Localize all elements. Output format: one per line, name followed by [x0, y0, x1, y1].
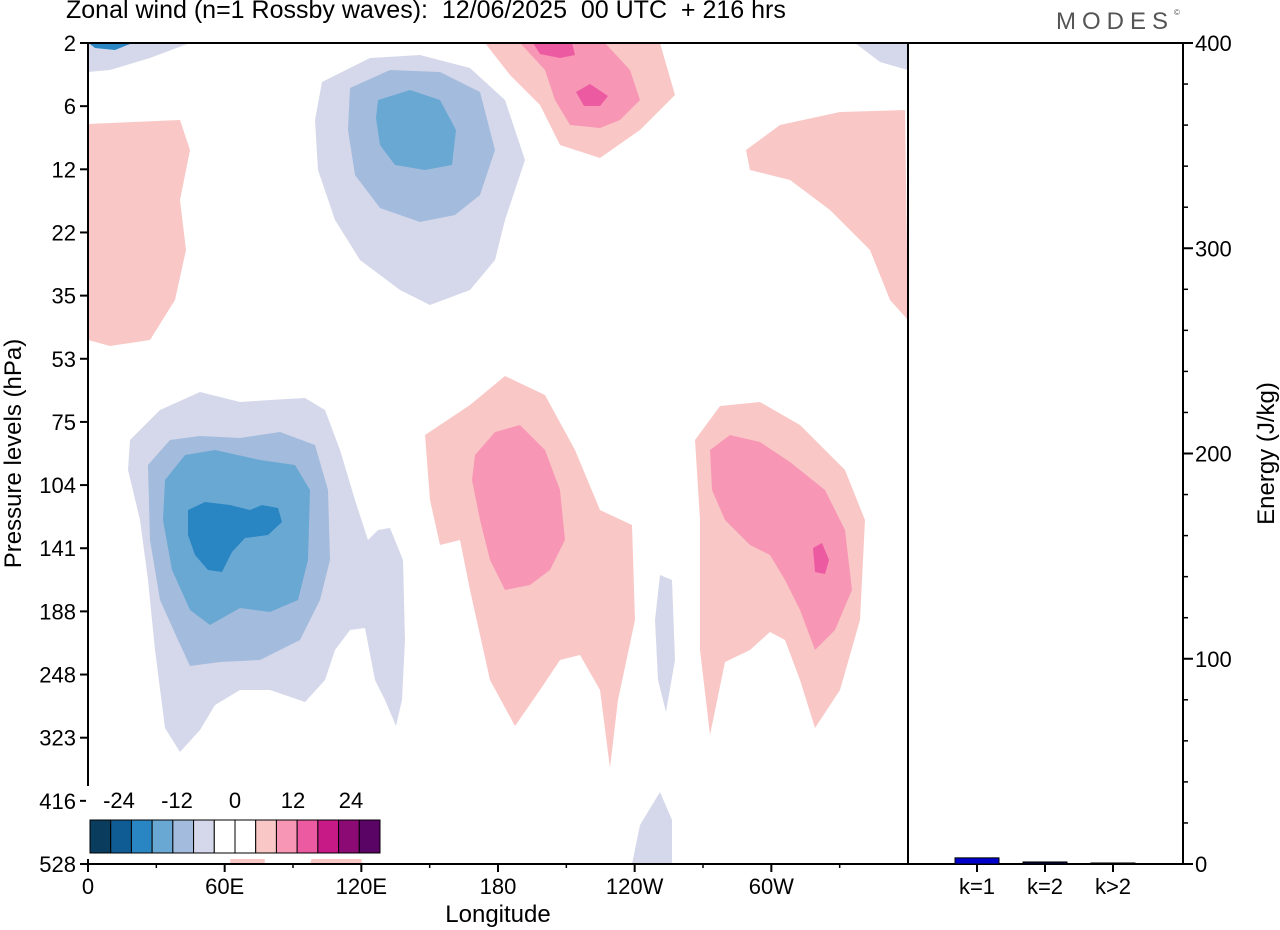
y-tick-label: 104: [39, 473, 76, 498]
y-axis-label: Pressure levels (hPa): [0, 339, 27, 568]
colorbar-swatch: [110, 819, 132, 854]
colorbar-swatch: [255, 819, 277, 854]
brand-logo: MODES©: [1056, 8, 1180, 36]
y-tick-label: 35: [52, 284, 76, 309]
energy-category-label: k=2: [1027, 874, 1063, 899]
y-tick-label: 75: [52, 410, 76, 435]
colorbar-tick-label: 12: [281, 788, 305, 813]
energy-tick-label: 300: [1195, 236, 1232, 261]
colorbar-swatch: [130, 819, 153, 854]
colorbar-tick-label: -12: [161, 788, 193, 813]
colorbar-swatch: [317, 819, 340, 854]
contour-band-pos-12: [533, 43, 829, 574]
y-tick-label: 188: [39, 599, 76, 624]
colorbar: -24 -12 0 12 24: [86, 786, 386, 859]
colorbar-swatch: [275, 819, 298, 854]
colorbar-swatch: [234, 819, 257, 854]
x-tick-label: 120E: [336, 874, 387, 899]
x-tick-label: 120W: [606, 874, 664, 899]
colorbar-swatch: [296, 819, 319, 854]
y-tick-label: 22: [52, 220, 76, 245]
x-tick-label: 60W: [749, 874, 794, 899]
energy-tick-label: 0: [1195, 852, 1207, 877]
y-tick-label: 416: [39, 789, 76, 814]
contour-field: [88, 43, 908, 864]
y-tick-label: 53: [52, 347, 76, 372]
colorbar-swatch: [89, 819, 112, 854]
contour-band-neg-18: [90, 44, 282, 572]
contour-band-pos-6: [472, 43, 852, 650]
energy-panel-frame: [907, 42, 1184, 865]
colorbar-swatch: [338, 819, 360, 854]
colorbar-swatch: [213, 819, 236, 854]
colorbar-swatch: [151, 819, 174, 854]
energy-tick-label: 100: [1195, 647, 1232, 672]
energy-tick-label: 200: [1195, 442, 1232, 467]
colorbar-swatch: [193, 819, 215, 854]
y-tick-label: 2: [64, 31, 76, 56]
y-tick-label: 248: [39, 663, 76, 688]
colorbar-tick-label: 24: [339, 788, 363, 813]
x-tick-label: 180: [480, 874, 517, 899]
x-tick-label: 60E: [205, 874, 244, 899]
energy-axis-label: Energy (J/kg): [1253, 382, 1280, 525]
colorbar-swatch: [358, 819, 381, 854]
y-tick-label: 6: [64, 94, 76, 119]
y-tick-label: 12: [52, 157, 76, 182]
y-tick-label: 528: [39, 852, 76, 877]
chart-title: Zonal wind (n=1 Rossby waves): 12/06/202…: [66, 0, 786, 24]
x-axis-label: Longitude: [445, 901, 550, 928]
colorbar-tick-label: 0: [229, 788, 241, 813]
energy-bars: k=1 k=2 k>2: [954, 857, 1136, 899]
energy-bar: [954, 857, 1000, 865]
colorbar-swatch: [172, 819, 195, 854]
y-tick-label: 141: [39, 536, 76, 561]
energy-bar: [1022, 861, 1068, 865]
energy-category-label: k>2: [1095, 874, 1131, 899]
brand-copyright-mark: ©: [1174, 8, 1180, 17]
brand-name: MODES: [1056, 8, 1175, 35]
energy-bar: [1090, 862, 1136, 865]
y-tick-label: 323: [39, 726, 76, 751]
colorbar-tick-label: -24: [103, 788, 135, 813]
energy-tick-label: 400: [1195, 31, 1232, 56]
axes: 0 60E 120E 180 120W 60W Longitude 2 6 12 22 35 53 75 1…: [0, 31, 1280, 928]
energy-category-label: k=1: [959, 874, 995, 899]
x-tick-label: 0: [82, 874, 94, 899]
